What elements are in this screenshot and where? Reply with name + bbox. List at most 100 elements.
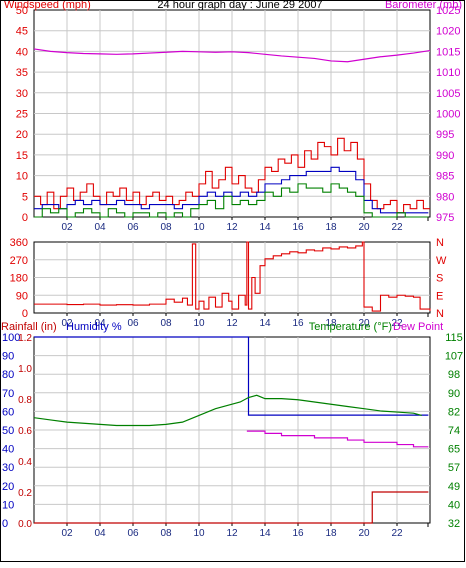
temperature-ytick-label: 115 xyxy=(445,332,463,344)
humidity-ytick-label: 80 xyxy=(2,369,14,381)
temperature-ytick-label: 40 xyxy=(448,499,460,511)
wind-ytick-label: 10 xyxy=(16,171,28,183)
temperature-panel-xtick-label: 18 xyxy=(325,528,337,539)
barometer-ytick-label: 975 xyxy=(436,212,454,224)
compass-ytick-label: N xyxy=(436,237,444,249)
direction-panel-xtick-label: 22 xyxy=(391,318,403,329)
rainfall-ytick-label: 0.6 xyxy=(18,426,32,437)
direction-ytick-label: 270 xyxy=(10,255,28,267)
avg_wind-series-line xyxy=(34,166,429,214)
direction-ytick-label: 180 xyxy=(10,273,28,285)
temperature-series-line xyxy=(33,394,422,427)
temperature-panel-xtick-label: 16 xyxy=(292,528,304,539)
barometer-ytick-label: 980 xyxy=(436,191,454,203)
wind-ytick-label: 50 xyxy=(16,5,28,17)
humidity-ytick-label: 50 xyxy=(2,425,14,437)
humidity-ytick-label: 20 xyxy=(2,481,14,493)
humidity-ytick-label: 70 xyxy=(2,388,14,400)
low_wind-series-line xyxy=(34,183,429,218)
rainfall-ytick-label: 1.2 xyxy=(18,333,32,344)
humidity-axis-title: Humidity % xyxy=(66,321,122,333)
direction-ytick-label: 0 xyxy=(22,308,28,320)
compass-ytick-label: N xyxy=(436,308,444,320)
humidity-ytick-label: 90 xyxy=(2,351,14,363)
compass-ytick-label: W xyxy=(436,255,447,267)
rainfall-ytick-label: 0.0 xyxy=(18,519,32,530)
temperature-panel-xtick-label: 20 xyxy=(358,528,370,539)
wind-panel-xtick-label: 10 xyxy=(193,222,205,233)
wind-ytick-label: 0 xyxy=(22,212,28,224)
wind-ytick-label: 20 xyxy=(16,129,28,141)
wind-panel-xtick-label: 20 xyxy=(358,222,370,233)
compass-ytick-label: S xyxy=(436,273,443,285)
wind-ytick-label: 15 xyxy=(16,150,28,162)
direction-series-line xyxy=(34,241,431,312)
temperature-panel-xtick-label: 02 xyxy=(61,528,73,539)
compass-ytick-label: E xyxy=(436,290,443,302)
wind-panel-xtick-label: 22 xyxy=(391,222,403,233)
direction-panel-xtick-label: 12 xyxy=(226,318,238,329)
direction-panel-xtick-label: 16 xyxy=(292,318,304,329)
wind-panel-xtick-label: 04 xyxy=(94,222,106,233)
wind-panel-xtick-label: 12 xyxy=(226,222,238,233)
temperature-axis-title: Temperature (°F) xyxy=(309,321,392,333)
barometer-ytick-label: 1025 xyxy=(436,5,460,17)
temperature-ytick-label: 107 xyxy=(445,351,463,363)
direction-panel-xtick-label: 08 xyxy=(160,318,172,329)
direction-panel-xtick-label: 06 xyxy=(127,318,139,329)
wind-ytick-label: 25 xyxy=(16,109,28,121)
wind-panel-xtick-label: 18 xyxy=(325,222,337,233)
wind-ytick-label: 35 xyxy=(16,67,28,79)
direction-panel-xtick-label: 02 xyxy=(61,318,73,329)
direction-ytick-label: 90 xyxy=(16,290,28,302)
rain-series-line xyxy=(34,491,429,524)
barometer-ytick-label: 1000 xyxy=(436,109,460,121)
wind-panel-xtick-label: 14 xyxy=(259,222,271,233)
humidity-ytick-label: 100 xyxy=(2,332,20,344)
barometer-axis-title: Barometer (mb) xyxy=(385,0,462,11)
barometer-series-line xyxy=(33,48,431,63)
rainfall-axis-title: Rainfall (in) xyxy=(1,321,57,333)
barometer-ytick-label: 995 xyxy=(436,129,454,141)
rainfall-ytick-label: 0.2 xyxy=(18,488,32,499)
temperature-panel-xtick-label: 06 xyxy=(127,528,139,539)
dewpoint-series-line xyxy=(246,430,429,448)
wind-ytick-label: 40 xyxy=(16,46,28,58)
temperature-panel-xtick-label: 14 xyxy=(259,528,271,539)
humidity-ytick-label: 0 xyxy=(2,518,8,530)
wind-panel-xtick-label: 16 xyxy=(292,222,304,233)
barometer-ytick-label: 1005 xyxy=(436,88,460,100)
direction-panel-xtick-label: 14 xyxy=(259,318,271,329)
direction-panel-xtick-label: 18 xyxy=(325,318,337,329)
barometer-ytick-label: 985 xyxy=(436,171,454,183)
barometer-ytick-label: 1010 xyxy=(436,67,460,79)
wind-ytick-label: 45 xyxy=(16,26,28,38)
temperature-panel-xtick-label: 10 xyxy=(193,528,205,539)
wind-panel-xtick-label: 08 xyxy=(160,222,172,233)
chart-title: 24 hour graph day : June 29 2007 xyxy=(157,0,322,11)
humidity-ytick-label: 40 xyxy=(2,444,14,456)
temperature-ytick-label: 49 xyxy=(448,481,460,493)
temperature-ytick-label: 98 xyxy=(448,369,460,381)
humidity-ytick-label: 30 xyxy=(2,462,14,474)
humidity-ytick-label: 10 xyxy=(2,499,14,511)
rainfall-ytick-label: 1.0 xyxy=(18,364,32,375)
direction-panel-xtick-label: 20 xyxy=(358,318,370,329)
wind-ytick-label: 30 xyxy=(16,88,28,100)
temperature-panel-xtick-label: 22 xyxy=(391,528,403,539)
temperature-ytick-label: 74 xyxy=(448,425,460,437)
barometer-ytick-label: 990 xyxy=(436,150,454,162)
rainfall-ytick-label: 0.4 xyxy=(18,457,32,468)
temperature-ytick-label: 90 xyxy=(448,388,460,400)
temperature-ytick-label: 57 xyxy=(448,462,460,474)
temperature-ytick-label: 82 xyxy=(448,406,460,418)
wind-axis-title: Windspeed (mph) xyxy=(4,0,91,11)
dewpoint-axis-title: Dew Point xyxy=(393,321,443,333)
wind-ytick-label: 5 xyxy=(22,191,28,203)
wind-panel-xtick-label: 02 xyxy=(61,222,73,233)
temperature-ytick-label: 65 xyxy=(448,444,460,456)
direction-panel-xtick-label: 10 xyxy=(193,318,205,329)
temperature-ytick-label: 32 xyxy=(448,518,460,530)
